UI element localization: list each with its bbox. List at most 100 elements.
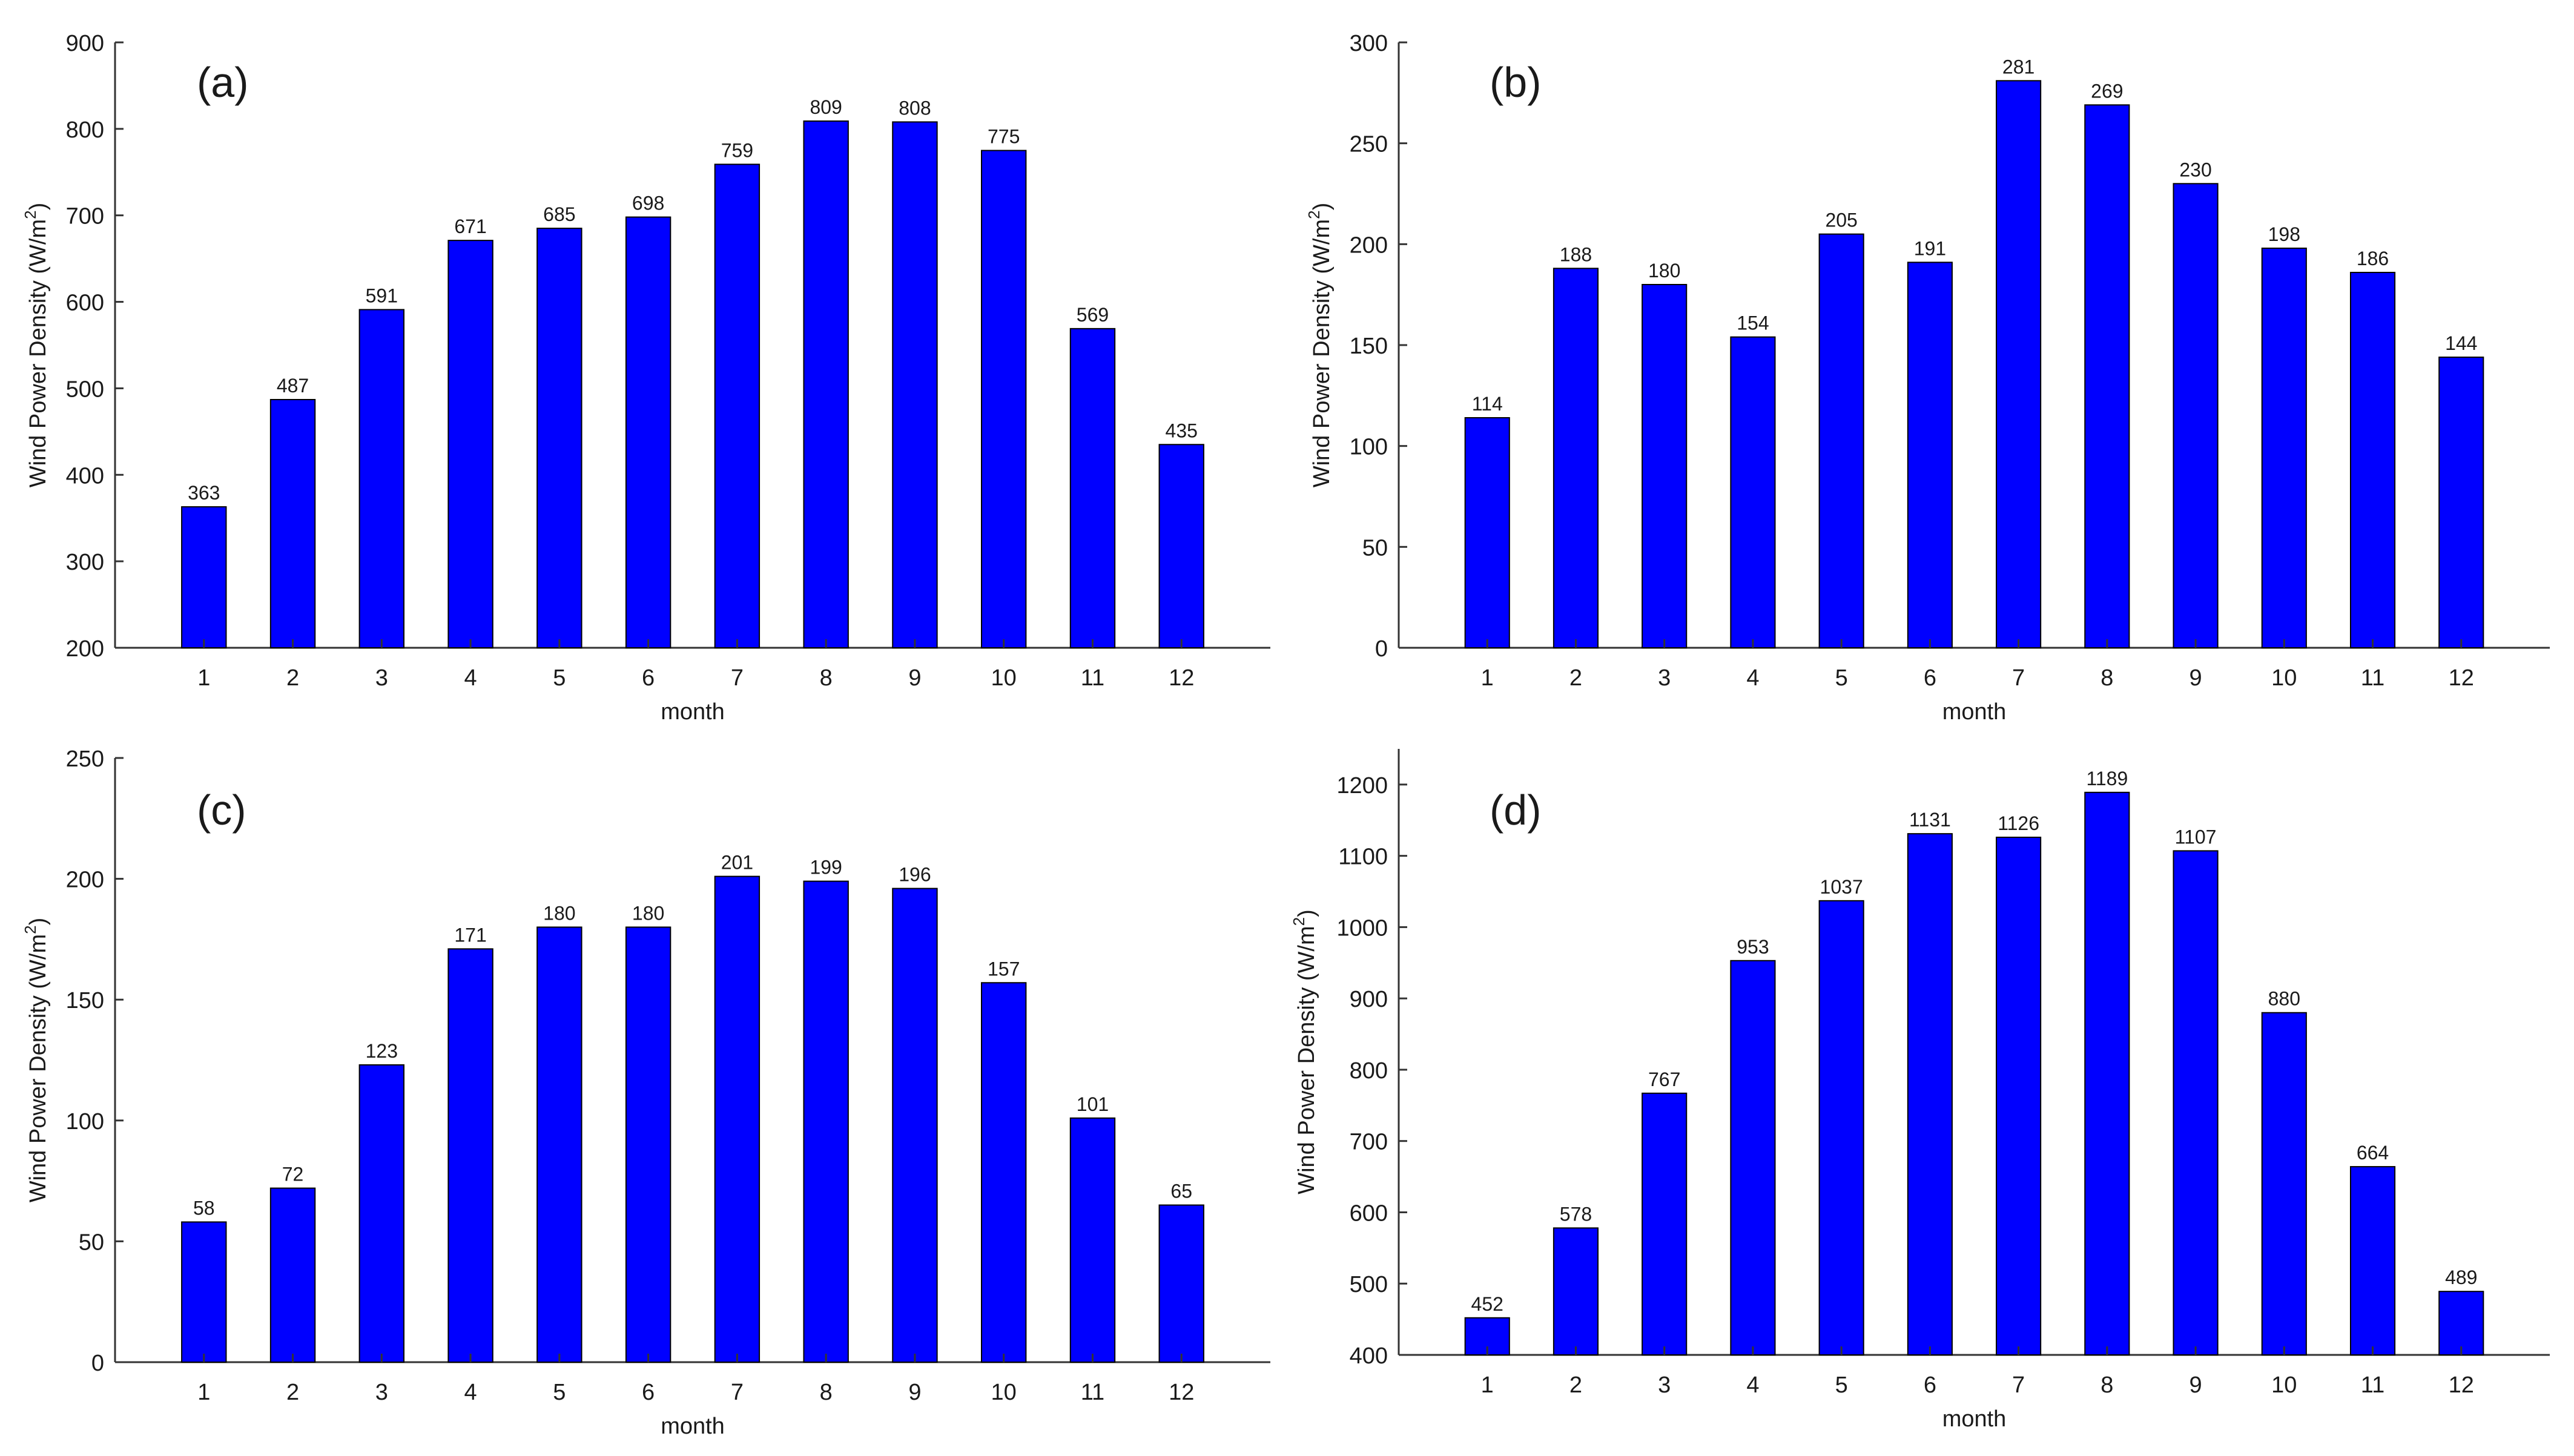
x-tick-label: 11 xyxy=(1081,665,1104,691)
data-label: 685 xyxy=(543,203,575,225)
panel-label-a: (a) xyxy=(197,59,249,106)
y-tick-label: 200 xyxy=(66,636,104,662)
bar-month-3 xyxy=(1642,1092,1688,1356)
y-axis-title-main: Wind Power Density (W/m xyxy=(25,219,51,487)
y-tick-label: 1100 xyxy=(1338,845,1388,870)
x-tick-label: 2 xyxy=(286,665,299,691)
y-axis-title-end: ) xyxy=(1294,909,1319,917)
x-axis-title: month xyxy=(1942,699,2007,725)
x-tick-label: 11 xyxy=(1081,1380,1104,1405)
bar-month-9 xyxy=(892,888,938,1363)
bar-month-9 xyxy=(2173,850,2219,1356)
data-label: 123 xyxy=(366,1040,398,1062)
data-label: 1037 xyxy=(1820,876,1863,898)
bar-month-12 xyxy=(2438,1291,2484,1356)
bar-month-1 xyxy=(181,1221,227,1363)
bar-month-8 xyxy=(2084,104,2130,649)
data-label: 191 xyxy=(1914,237,1946,259)
y-tick-label: 800 xyxy=(1350,1058,1388,1084)
x-tick-label: 12 xyxy=(1169,665,1194,691)
x-tick-label: 8 xyxy=(2100,1372,2113,1398)
panel-label-d: (d) xyxy=(1490,786,1542,834)
bar-month-8 xyxy=(2084,791,2130,1356)
data-label: 435 xyxy=(1166,420,1198,441)
x-tick-label: 7 xyxy=(731,1380,744,1405)
panel-label-b: (b) xyxy=(1490,59,1542,106)
y-axis-title-superscript: 2 xyxy=(1305,210,1323,219)
x-tick-label: 7 xyxy=(2012,665,2025,691)
bar-month-11 xyxy=(2349,272,2396,648)
data-label: 487 xyxy=(277,375,309,397)
y-tick-label: 0 xyxy=(1375,636,1388,662)
x-axis-title: month xyxy=(661,699,725,725)
data-label: 180 xyxy=(1648,260,1680,282)
data-label: 171 xyxy=(454,924,486,946)
x-tick-label: 9 xyxy=(908,1380,921,1405)
y-axis-title-main: Wind Power Density (W/m xyxy=(1309,219,1335,487)
bar-month-2 xyxy=(269,1187,316,1363)
data-label: 1107 xyxy=(2175,826,2217,848)
bar-month-12 xyxy=(2438,357,2484,648)
x-tick-label: 11 xyxy=(2361,1372,2384,1398)
y-tick-label: 900 xyxy=(66,31,104,56)
data-label: 489 xyxy=(2445,1267,2477,1288)
y-axis-title-superscript: 2 xyxy=(1290,917,1308,926)
bar-month-6 xyxy=(625,216,672,649)
x-axis-title: month xyxy=(661,1414,725,1439)
data-label: 452 xyxy=(1471,1293,1503,1315)
x-tick-label: 6 xyxy=(642,665,655,691)
x-axis-title: month xyxy=(1942,1406,2007,1432)
y-axis-title: Wind Power Density (W/m2) xyxy=(21,203,51,488)
bar-month-1 xyxy=(1464,417,1510,648)
x-tick-label: 6 xyxy=(642,1380,655,1405)
bar-month-1 xyxy=(1464,1317,1510,1356)
y-axis-title: Wind Power Density (W/m2) xyxy=(1305,203,1335,488)
x-tick-label: 1 xyxy=(197,665,210,691)
data-label: 201 xyxy=(721,852,753,874)
data-label: 196 xyxy=(899,864,931,886)
data-label: 569 xyxy=(1077,304,1109,326)
chart-panel-b: 0 50 100 150 200 250 300 114 1 188 2 180 3 154 4 205 5 19… xyxy=(1305,31,2550,725)
x-tick-label: 1 xyxy=(1481,1372,1494,1398)
data-label: 953 xyxy=(1737,936,1769,958)
x-tick-label: 12 xyxy=(1169,1380,1194,1405)
bar-month-2 xyxy=(1553,268,1599,649)
bar-month-10 xyxy=(981,150,1027,649)
y-tick-label: 100 xyxy=(66,1109,104,1135)
data-label: 205 xyxy=(1825,209,1857,231)
x-tick-label: 8 xyxy=(820,1380,833,1405)
x-tick-label: 5 xyxy=(553,1380,566,1405)
data-label: 186 xyxy=(2357,248,2389,269)
data-label: 281 xyxy=(2002,56,2034,77)
data-label: 58 xyxy=(193,1197,215,1219)
bar-month-3 xyxy=(1642,284,1688,648)
y-tick-label: 1200 xyxy=(1336,773,1388,799)
y-tick-label: 700 xyxy=(1350,1130,1388,1155)
data-label: 809 xyxy=(810,96,842,118)
x-tick-label: 10 xyxy=(991,1380,1017,1405)
data-label: 671 xyxy=(454,216,486,237)
bar-month-1 xyxy=(181,506,227,649)
y-tick-label: 600 xyxy=(66,291,104,316)
x-tick-label: 4 xyxy=(1746,665,1759,691)
x-tick-label: 5 xyxy=(553,665,566,691)
x-tick-label: 10 xyxy=(991,665,1017,691)
data-label: 664 xyxy=(2357,1142,2389,1164)
data-label: 154 xyxy=(1737,312,1769,334)
bar-month-7 xyxy=(1996,80,2042,649)
y-axis-title-main: Wind Power Density (W/m xyxy=(25,934,51,1202)
data-label: 65 xyxy=(1170,1181,1192,1202)
x-tick-label: 4 xyxy=(1746,1372,1759,1398)
y-axis-title-main: Wind Power Density (W/m xyxy=(1294,926,1319,1194)
chart-panel-c: 0501001502002505817221233171418051806201… xyxy=(21,746,1270,1439)
y-tick-label: 800 xyxy=(66,117,104,143)
y-tick-label: 200 xyxy=(66,868,104,893)
y-axis-title-end: ) xyxy=(25,918,51,926)
y-axis-title: Wind Power Density (W/m2) xyxy=(1290,909,1319,1194)
y-tick-label: 200 xyxy=(1350,232,1388,258)
bar-month-8 xyxy=(803,120,849,648)
x-tick-label: 3 xyxy=(375,1380,388,1405)
panel-label-c: (c) xyxy=(197,786,246,834)
y-tick-label: 700 xyxy=(66,204,104,229)
data-label: 188 xyxy=(1560,243,1592,265)
